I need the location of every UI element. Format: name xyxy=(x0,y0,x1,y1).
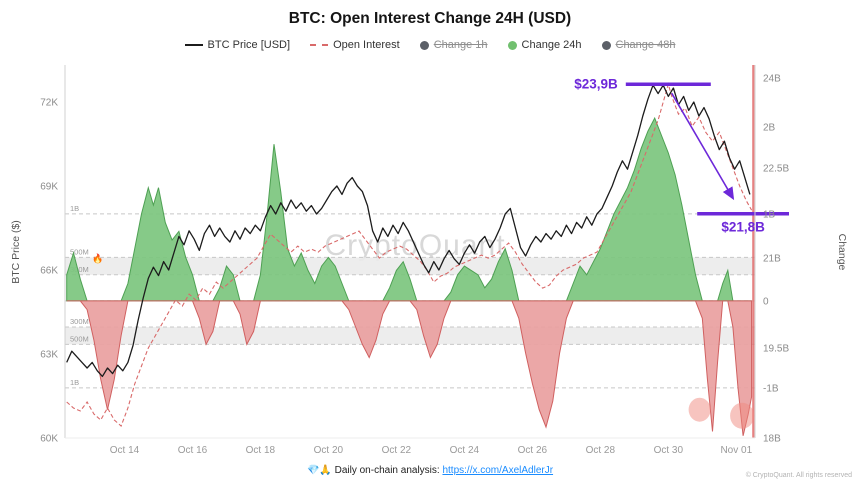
threshold-label: 300M xyxy=(70,265,89,274)
legend: BTC Price [USD] Open Interest Change 1h Cha… xyxy=(0,39,860,51)
legend-item-open-interest[interactable]: Open Interest xyxy=(310,39,400,51)
change-24h-legend-marker-icon xyxy=(507,40,517,50)
open-interest-line xyxy=(66,82,753,427)
x-axis-tick: Oct 20 xyxy=(314,445,344,456)
threshold-band xyxy=(65,327,755,345)
threshold-label: 500M xyxy=(70,334,89,343)
threshold-label: 1B xyxy=(70,204,79,213)
threshold-label: 300M xyxy=(70,317,89,326)
x-axis-tick: Oct 14 xyxy=(110,445,140,456)
right-axis-tick: 21B xyxy=(763,254,781,265)
legend-item-change-48h[interactable]: Change 48h xyxy=(601,39,676,51)
legend-label: Change 1h xyxy=(433,39,488,51)
open-interest-legend-marker-icon xyxy=(310,44,329,46)
right-axis-tick: 2B xyxy=(763,122,776,133)
right-axis-tick: 19.5B xyxy=(763,344,789,355)
left-axis-tick: 60K xyxy=(40,434,58,445)
left-axis-tick: 63K xyxy=(40,350,58,361)
legend-label: Change 24h xyxy=(521,39,582,51)
footer-link[interactable]: https://x.com/AxelAdlerJr xyxy=(442,465,554,476)
threshold-label: 1B xyxy=(70,378,79,387)
change-48h-legend-marker-icon xyxy=(601,40,611,50)
copyright: © CryptoQuant. All rights reserved xyxy=(745,472,852,479)
highlight-ellipse xyxy=(730,402,755,429)
left-axis-tick: 66K xyxy=(40,266,58,277)
drop-annotation-label: $21,8B xyxy=(721,220,765,235)
left-axis-tick: 72K xyxy=(40,98,58,109)
footer-note-text: 💎🙏 Daily on-chain analysis: xyxy=(306,465,440,476)
x-axis-tick: Oct 18 xyxy=(246,445,276,456)
right-axis-tick: 1B xyxy=(763,209,776,220)
change24h-negative-area xyxy=(66,300,753,436)
btc-price-legend-marker-icon xyxy=(184,44,203,46)
flame-icon: 🔥 xyxy=(92,252,103,263)
x-axis-tick: Oct 26 xyxy=(518,445,548,456)
change-1h-legend-marker-icon xyxy=(419,40,429,50)
right-axis-title: Change xyxy=(836,233,848,271)
x-axis-tick: Oct 22 xyxy=(382,445,412,456)
chart-title: BTC: Open Interest Change 24H (USD) xyxy=(288,10,572,27)
x-axis-tick: Oct 30 xyxy=(654,445,684,456)
x-axis-tick: Oct 16 xyxy=(178,445,208,456)
highlight-ellipse xyxy=(688,397,711,422)
legend-label: BTC Price [USD] xyxy=(207,39,291,51)
left-axis-tick: 69K xyxy=(40,182,58,193)
x-axis-tick: Nov 01 xyxy=(720,445,752,456)
right-axis-tick: 0 xyxy=(763,296,769,307)
threshold-label: 500M xyxy=(70,247,89,256)
x-axis-tick: Oct 24 xyxy=(450,445,480,456)
footer-note: 💎🙏 Daily on-chain analysis: https://x.co… xyxy=(0,465,860,476)
drop-arrow-icon xyxy=(671,92,735,201)
legend-item-change-1h[interactable]: Change 1h xyxy=(419,39,488,51)
right-axis-tick: -1B xyxy=(763,383,779,394)
x-axis-tick: Oct 28 xyxy=(586,445,616,456)
peak-annotation-label: $23,9B xyxy=(574,77,618,92)
btc-price-line xyxy=(66,84,751,378)
right-axis-tick: 18B xyxy=(763,434,781,445)
legend-label: Open Interest xyxy=(333,39,400,51)
left-axis-title: BTC Price ($) xyxy=(10,220,22,284)
right-axis-tick: 24B xyxy=(763,74,781,85)
legend-label: Change 48h xyxy=(615,39,676,51)
legend-item-change-24h[interactable]: Change 24h xyxy=(507,39,582,51)
right-axis-tick: 22.5B xyxy=(763,164,789,175)
legend-item-btc-price[interactable]: BTC Price [USD] xyxy=(184,39,291,51)
